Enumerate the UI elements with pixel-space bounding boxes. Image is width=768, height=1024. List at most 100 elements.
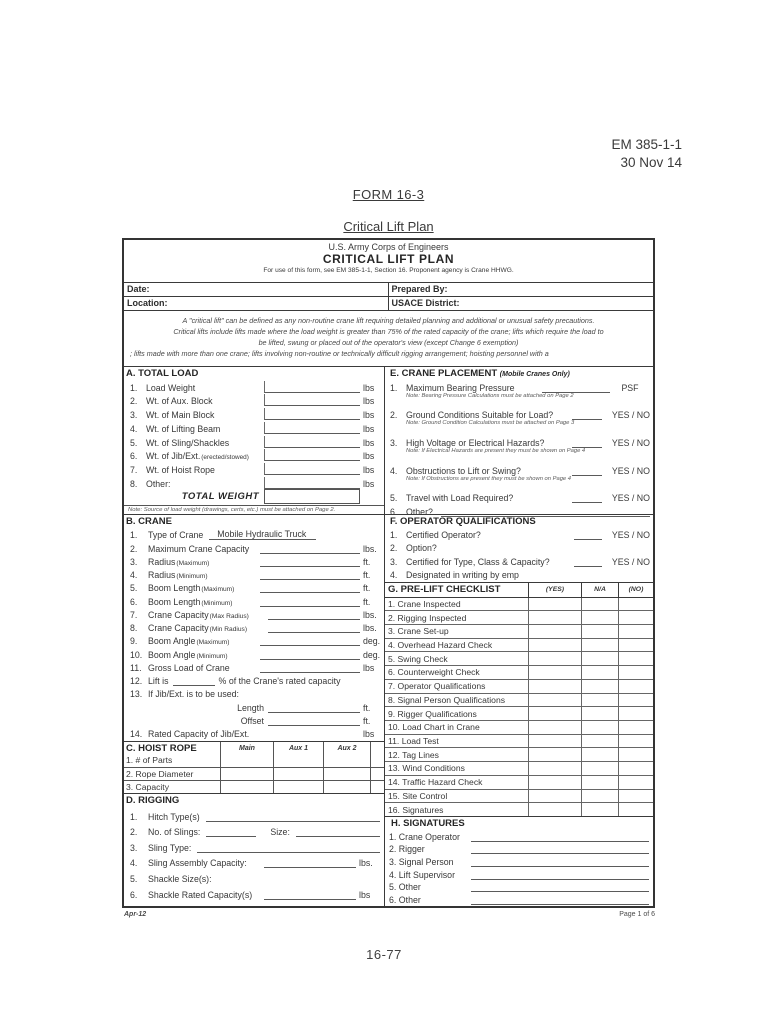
row-sublabel: (Maximum): [201, 586, 235, 594]
form-header: U.S. Army Corps of Engineers CRITICAL LI…: [124, 240, 653, 283]
section-crane: B. CRANE 1. Type of Crane Mobile Hydraul…: [124, 515, 384, 742]
crane-row: 13. If Jib/Ext. is to be used:: [130, 689, 239, 700]
blank-cell: [220, 780, 273, 793]
checkbox-cell: [528, 597, 581, 611]
checkbox-cell: [581, 707, 618, 720]
checkbox-cell: [581, 789, 618, 803]
total-load-row: 2. Wt. of Aux. Block lbs: [130, 394, 375, 407]
blank-field: [260, 662, 360, 673]
checkbox-cell: [528, 693, 581, 707]
blank-field: [572, 437, 602, 448]
crane-row: 2. Maximum Crane Capacity lbs.: [130, 543, 377, 554]
item-note: Note: If Obstructions are present they m…: [406, 475, 571, 482]
hoist-rope-header-row: C. HOIST ROPE Main Aux 1 Aux 2: [124, 742, 384, 755]
section-e-title: E. CRANE PLACEMENT (Mobile Cranes Only): [390, 368, 570, 379]
document-reference: EM 385-1-1 30 Nov 14: [611, 136, 682, 172]
checklist-row: 3. Crane Set-up: [385, 624, 653, 639]
signature-row: 1. Crane Operator: [389, 829, 649, 842]
total-load-row: 1. Load Weight lbs: [130, 380, 375, 393]
crane-placement-item: 6. Other?: [388, 503, 650, 517]
crane-placement-item: 3. High Voltage or Electrical Hazards? Y…: [390, 437, 650, 454]
checkbox-cell: [618, 789, 653, 803]
blank-field: [260, 582, 360, 594]
checkbox-cell: [618, 748, 653, 762]
row-label: Type of Crane: [148, 530, 204, 541]
operator-qual-row: 2. Option?: [390, 543, 437, 554]
row-label: Certified for Type, Class & Capacity?: [406, 556, 550, 567]
checkbox-cell: [618, 638, 653, 652]
crane-row: 14. Rated Capacity of Jib/Ext. lbs: [130, 729, 375, 739]
section-a-note: Note: Source of load weight (drawings, c…: [124, 505, 384, 514]
crane-row: 5. Boom Length (Maximum) ft.: [130, 582, 371, 594]
doc-ref-date: 30 Nov 14: [620, 155, 682, 171]
signature-line: [471, 895, 649, 906]
row-label: Size:: [270, 827, 290, 838]
row-label: Designated in writing by emp: [406, 569, 519, 580]
checklist-header: G. PRE-LIFT CHECKLIST (YES) N/A (NO): [385, 583, 653, 598]
checklist-row: 6. Counterweight Check: [385, 666, 653, 680]
checkbox-cell: [618, 775, 653, 789]
checkbox-cell: [618, 803, 653, 816]
agency-name: U.S. Army Corps of Engineers: [328, 242, 449, 252]
blank-field: [264, 408, 360, 421]
blank-cell: [220, 754, 273, 767]
checklist-row: 16. Signatures: [385, 803, 653, 816]
signature-line: [471, 844, 649, 855]
blank-cell: [220, 767, 273, 780]
crane-row: 8. Crane Capacity (Min Radius) lbs.: [130, 623, 377, 633]
checkbox-cell: [528, 789, 581, 803]
blank-field: [264, 462, 360, 475]
row-sublabel: (Minimum): [196, 652, 228, 660]
section-d-title: D. RIGGING: [126, 795, 180, 806]
checklist-row: 9. Rigger Qualifications: [385, 707, 653, 721]
crane-row: 7. Crane Capacity (Max Radius) lbs.: [130, 609, 377, 620]
checklist-row: 11. Load Test: [385, 734, 653, 749]
row-label: Other:: [146, 478, 171, 489]
item-note: Note: Bearing Pressure Calculations must…: [406, 392, 574, 399]
row-sublabel: (Max Radius): [209, 612, 249, 620]
signature-line: [471, 882, 649, 893]
row-label: Boom Angle: [148, 636, 196, 647]
checkbox-cell: [618, 734, 653, 748]
crane-row: 10. Boom Angle (Minimum) deg.: [130, 649, 381, 660]
row-label: If Jib/Ext. is to be used:: [148, 689, 239, 700]
rigging-row: 4. Sling Assembly Capacity: lbs.: [130, 858, 373, 869]
section-operator-qualifications: F. OPERATOR QUALIFICATIONS 1. Certified …: [385, 515, 653, 583]
blank-cell: [273, 780, 323, 793]
section-pre-lift-checklist: G. PRE-LIFT CHECKLIST (YES) N/A (NO) 1. …: [385, 583, 653, 817]
column-header-yes: (YES): [528, 583, 581, 597]
row-label: Other?: [406, 506, 433, 517]
column-header-aux1: Aux 1: [273, 742, 323, 755]
form-body: A. TOTAL LOAD 1. Load Weight lbs 2. Wt. …: [124, 367, 653, 906]
checkbox-cell: [581, 803, 618, 816]
crane-row: 11. Gross Load of Crane lbs: [130, 662, 375, 673]
blank-field: [264, 380, 360, 393]
blank-cell: [323, 767, 370, 780]
doc-ref-manual: EM 385-1-1: [611, 137, 682, 152]
blank-field: [260, 596, 360, 607]
checkbox-cell: [528, 666, 581, 679]
section-b-title: B. CRANE: [126, 516, 172, 527]
checkbox-cell: [528, 611, 581, 624]
hoist-rope-row: 2. Rope Diameter: [124, 766, 384, 780]
definition-line: A "critical lift" can be defined as any …: [182, 316, 595, 325]
row-sublabel: (Minimum): [201, 599, 233, 607]
checklist-row: 10. Load Chart in Crane: [385, 720, 653, 735]
blank-field: [295, 826, 380, 838]
crane-row: 4. Radius (Minimum) ft.: [130, 570, 371, 580]
blank-field: [264, 476, 360, 489]
rigging-row: 1. Hitch Type(s): [124, 806, 384, 822]
total-load-row: 5. Wt. of Sling/Shackles lbs: [130, 435, 375, 448]
row-label: Rated Capacity of Jib/Ext.: [148, 729, 250, 739]
checkbox-cell: [618, 693, 653, 707]
date-field: Date:: [124, 283, 389, 296]
date-prepared-row: Date: Prepared By:: [124, 283, 653, 297]
form-header-title: CRITICAL LIFT PLAN: [322, 252, 455, 266]
row-sublabel: (Min Radius): [209, 626, 248, 633]
row-label: 3. Capacity: [126, 781, 169, 792]
checkbox-cell: [528, 762, 581, 775]
checkbox-cell: [581, 597, 618, 611]
crane-placement-item: 4. Obstructions to Lift or Swing? YES / …: [390, 465, 650, 482]
blank-cell: [273, 754, 323, 767]
